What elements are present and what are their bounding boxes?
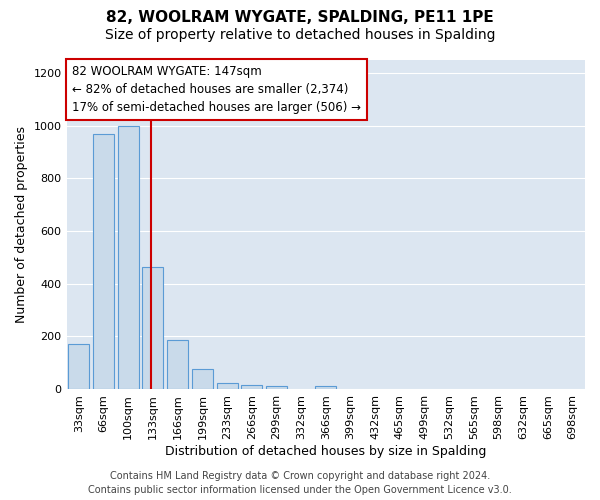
Bar bbox=[315, 386, 336, 389]
Bar bbox=[68, 344, 89, 389]
Text: 82 WOOLRAM WYGATE: 147sqm
← 82% of detached houses are smaller (2,374)
17% of se: 82 WOOLRAM WYGATE: 147sqm ← 82% of detac… bbox=[72, 65, 361, 114]
Bar bbox=[93, 134, 114, 389]
Bar bbox=[192, 369, 213, 389]
Bar bbox=[142, 266, 163, 389]
Bar bbox=[118, 126, 139, 389]
Y-axis label: Number of detached properties: Number of detached properties bbox=[15, 126, 28, 323]
Text: Size of property relative to detached houses in Spalding: Size of property relative to detached ho… bbox=[105, 28, 495, 42]
Text: 82, WOOLRAM WYGATE, SPALDING, PE11 1PE: 82, WOOLRAM WYGATE, SPALDING, PE11 1PE bbox=[106, 10, 494, 25]
Bar bbox=[266, 386, 287, 389]
Bar bbox=[217, 383, 238, 389]
Bar bbox=[241, 385, 262, 389]
X-axis label: Distribution of detached houses by size in Spalding: Distribution of detached houses by size … bbox=[165, 444, 487, 458]
Text: Contains HM Land Registry data © Crown copyright and database right 2024.
Contai: Contains HM Land Registry data © Crown c… bbox=[88, 471, 512, 495]
Bar bbox=[167, 340, 188, 389]
